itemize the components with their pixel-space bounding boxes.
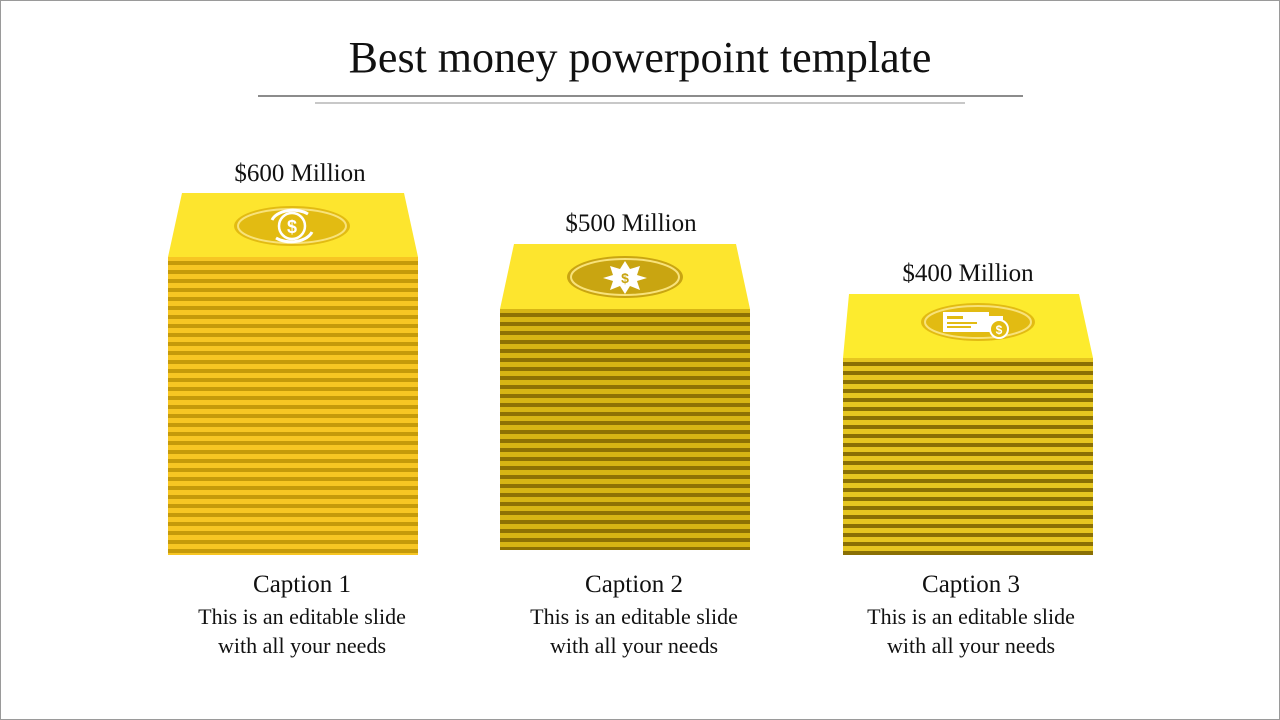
caption-1-line-1: This is an editable slide <box>198 604 406 629</box>
caption-2-line-2: with all your needs <box>549 633 719 658</box>
caption-3: Caption 3 This is an editable slide with… <box>821 570 1121 660</box>
money-stack-3: $ <box>843 294 1093 555</box>
svg-text:$: $ <box>996 323 1003 337</box>
svg-text:$: $ <box>621 270 629 286</box>
caption-3-line-1: This is an editable slide <box>867 604 1075 629</box>
caption-1-description: This is an editable slide with all your … <box>152 602 452 660</box>
caption-3-title: Caption 3 <box>922 571 1020 598</box>
title-underline-secondary <box>315 102 965 104</box>
caption-2-line-1: This is an editable slide <box>530 604 738 629</box>
caption-1-line-2: with all your needs <box>217 633 387 658</box>
stack-2-stripes <box>500 309 750 550</box>
stack-1-stripes <box>168 257 418 555</box>
caption-1: Caption 1 This is an editable slide with… <box>152 570 452 660</box>
dollar-circle-arrows-icon: $ <box>234 206 350 246</box>
caption-3-description: This is an editable slide with all your … <box>821 602 1121 660</box>
stack-3-amount: $400 Million <box>902 260 1034 287</box>
svg-text:$: $ <box>287 217 297 237</box>
money-stack-1: $ <box>168 193 418 555</box>
title-underline <box>258 95 1023 97</box>
caption-2: Caption 2 This is an editable slide with… <box>484 570 784 660</box>
slide-title: Best money powerpoint template <box>348 33 932 82</box>
caption-3-line-2: with all your needs <box>886 633 1056 658</box>
cheque-icon: $ <box>921 303 1035 341</box>
stack-2-amount: $500 Million <box>565 210 697 237</box>
caption-1-title: Caption 1 <box>253 571 351 598</box>
money-stack-2: $ <box>500 244 750 550</box>
stack-3-stripes <box>843 358 1093 555</box>
stack-1-amount: $600 Million <box>234 160 366 187</box>
dollar-star-badge-icon: $ <box>567 256 683 298</box>
caption-2-title: Caption 2 <box>585 571 683 598</box>
caption-2-description: This is an editable slide with all your … <box>484 602 784 660</box>
